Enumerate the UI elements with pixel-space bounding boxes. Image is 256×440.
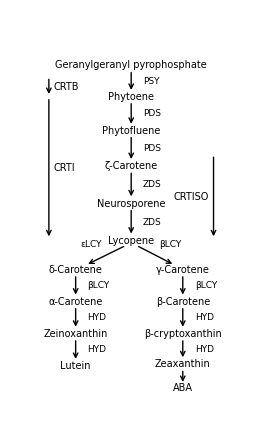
Text: Lutein: Lutein (60, 361, 91, 371)
Text: γ-Carotene: γ-Carotene (156, 264, 210, 275)
Text: PDS: PDS (143, 144, 161, 153)
Text: β-cryptoxanthin: β-cryptoxanthin (144, 329, 222, 339)
Text: α-Carotene: α-Carotene (48, 297, 103, 307)
Text: ABA: ABA (173, 383, 193, 393)
Text: β-Carotene: β-Carotene (156, 297, 210, 307)
Text: Geranylgeranyl pyrophosphate: Geranylgeranyl pyrophosphate (55, 60, 207, 70)
Text: HYD: HYD (88, 313, 106, 322)
Text: βLCY: βLCY (195, 281, 217, 290)
Text: CRTISO: CRTISO (173, 192, 209, 202)
Text: PDS: PDS (143, 109, 161, 118)
Text: Neurosporene: Neurosporene (97, 198, 165, 209)
Text: ζ-Carotene: ζ-Carotene (104, 161, 158, 171)
Text: βLCY: βLCY (88, 281, 110, 290)
Text: ZDS: ZDS (143, 217, 162, 227)
Text: PSY: PSY (143, 77, 159, 86)
Text: HYD: HYD (88, 345, 106, 355)
Text: Phytofluene: Phytofluene (102, 126, 161, 136)
Text: Phytoene: Phytoene (108, 92, 154, 102)
Text: Zeinoxanthin: Zeinoxanthin (44, 329, 108, 339)
Text: HYD: HYD (195, 313, 214, 322)
Text: Zeaxanthin: Zeaxanthin (155, 359, 211, 370)
Text: CRTB: CRTB (54, 82, 79, 92)
Text: δ-Carotene: δ-Carotene (49, 264, 103, 275)
Text: CRTI: CRTI (54, 163, 76, 173)
Text: ZDS: ZDS (143, 180, 162, 189)
Text: βLCY: βLCY (159, 240, 182, 249)
Text: HYD: HYD (195, 345, 214, 354)
Text: Lycopene: Lycopene (108, 236, 154, 246)
Text: εLCY: εLCY (80, 240, 102, 249)
